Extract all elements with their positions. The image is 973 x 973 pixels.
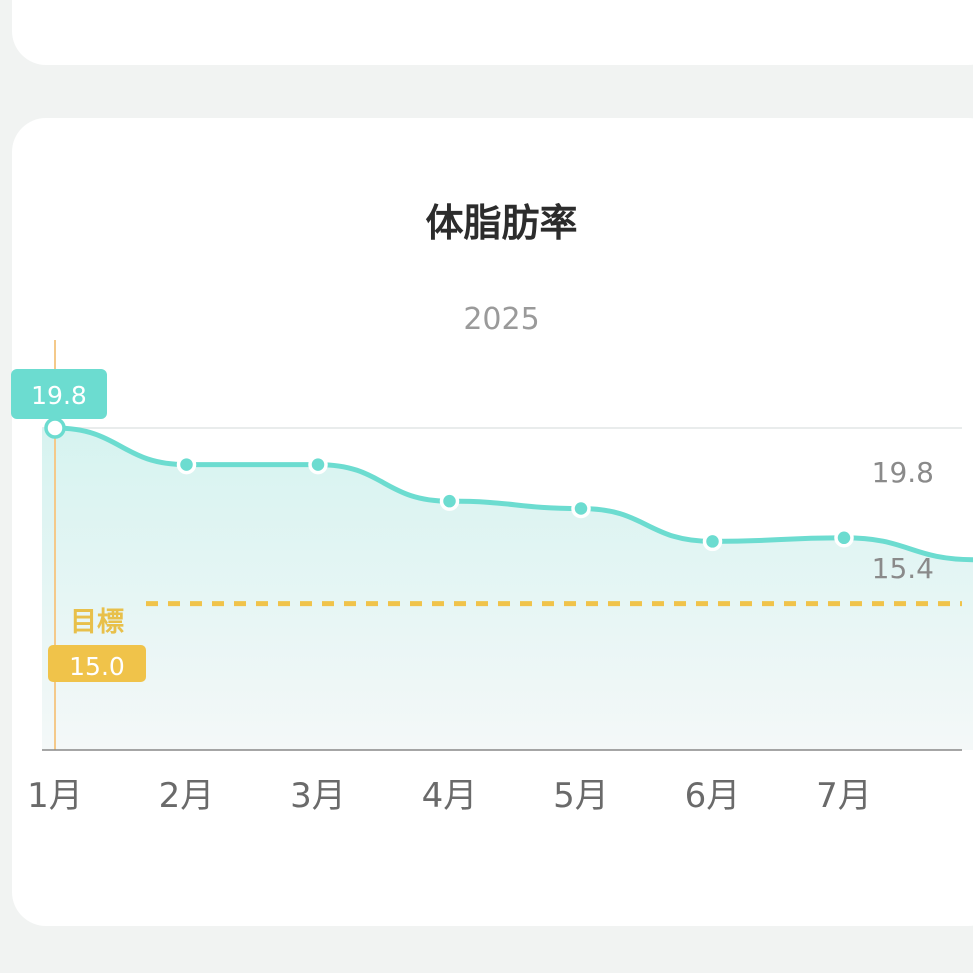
data-point-6月[interactable] [702, 531, 723, 552]
x-tick-label: 5月 [553, 776, 609, 816]
tooltip-value: 19.8 [31, 381, 87, 410]
x-tick-label: 4月 [422, 776, 478, 816]
data-point-4月[interactable] [439, 491, 460, 511]
series-line [52, 425, 973, 563]
reference-label-1: 19.8 [872, 456, 934, 489]
data-point-1月[interactable] [44, 417, 66, 439]
x-tick-label: 6月 [685, 776, 741, 816]
previous-card [12, 0, 973, 65]
data-point-5月[interactable] [571, 498, 591, 519]
data-point-2月[interactable] [176, 454, 197, 475]
chart-title: 体脂肪率 [425, 201, 578, 245]
target-badge-bg [48, 645, 146, 682]
data-point-3月[interactable] [308, 454, 328, 475]
series-area [42, 428, 973, 750]
target-badge: 15.0 [48, 645, 146, 682]
data-point-7月[interactable] [834, 528, 854, 548]
tooltip-bg [11, 369, 107, 419]
reference-label-2: 15.4 [872, 552, 934, 585]
target-label: 目標 [70, 607, 124, 638]
value-tooltip[interactable]: 19.8 [11, 369, 107, 419]
x-tick-label: 7月 [816, 776, 872, 816]
target-value: 15.0 [69, 652, 125, 681]
x-tick-label: 3月 [290, 776, 346, 816]
x-tick-label: 1月 [27, 776, 83, 816]
x-tick-label: 2月 [159, 776, 215, 816]
chart-year: 2025 [463, 302, 540, 337]
